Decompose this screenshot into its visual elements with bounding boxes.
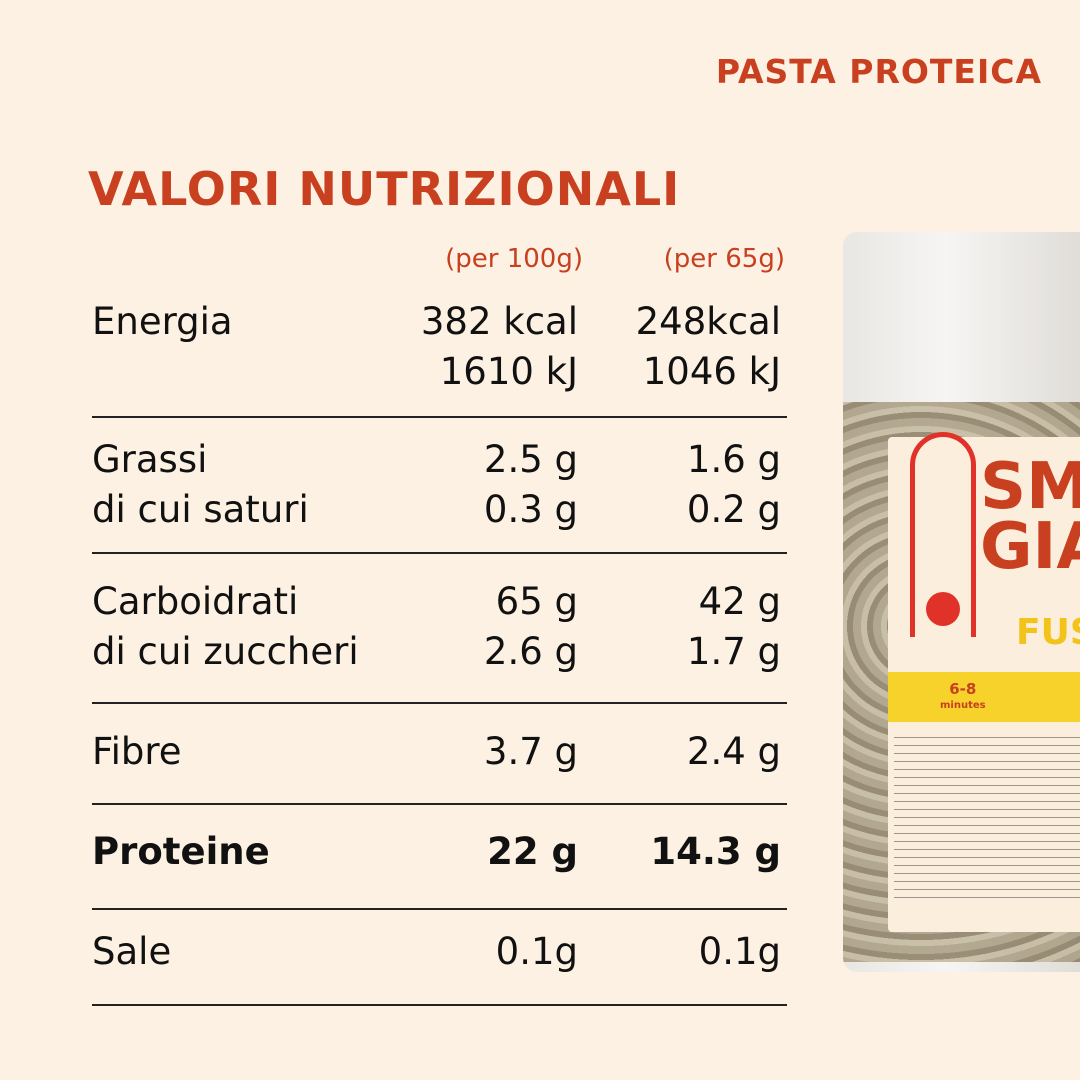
row-label: Proteine bbox=[92, 830, 270, 873]
value-per-100g: 65 g bbox=[495, 580, 578, 623]
cooking-time-value: 6-8 bbox=[949, 680, 977, 698]
value-per-100g: 382 kcal bbox=[420, 300, 578, 343]
page-title: VALORI NUTRIZIONALI bbox=[88, 162, 681, 216]
value-per-65g: 1.7 g bbox=[686, 630, 781, 673]
row-label: Carboidrati bbox=[92, 580, 299, 623]
product-package-image: SMGIA FUSILLI 6-8 minutes bbox=[843, 232, 1080, 972]
value-per-100g: 2.6 g bbox=[483, 630, 578, 673]
value-per-65g: 0.2 g bbox=[686, 488, 781, 531]
package-fine-print bbox=[894, 732, 1080, 902]
package-band bbox=[888, 672, 1080, 722]
package-label: SMGIA FUSILLI 6-8 minutes bbox=[888, 432, 1080, 932]
divider bbox=[92, 702, 787, 704]
value-per-100g: 1610 kJ bbox=[439, 350, 578, 393]
row-label: Sale bbox=[92, 930, 172, 973]
divider bbox=[92, 803, 787, 805]
column-header-per-100g: (per 100g) bbox=[445, 244, 583, 274]
divider bbox=[92, 416, 787, 418]
value-per-100g: 22 g bbox=[487, 830, 578, 873]
value-per-100g: 0.3 g bbox=[483, 488, 578, 531]
package-product-name: FUSILLI bbox=[1016, 612, 1080, 653]
column-header-per-65g: (per 65g) bbox=[663, 244, 785, 274]
row-label: Fibre bbox=[92, 730, 182, 773]
mascot-illustration bbox=[910, 432, 976, 637]
value-per-65g: 248kcal bbox=[635, 300, 781, 343]
value-per-65g: 42 g bbox=[698, 580, 781, 623]
value-per-100g: 2.5 g bbox=[483, 438, 578, 481]
value-per-65g: 1.6 g bbox=[686, 438, 781, 481]
row-sublabel: di cui zuccheri bbox=[92, 630, 359, 673]
mascot-head bbox=[926, 592, 960, 626]
divider bbox=[92, 1004, 787, 1006]
cooking-time-unit: minutes bbox=[940, 700, 986, 711]
value-per-65g: 2.4 g bbox=[686, 730, 781, 773]
divider bbox=[92, 908, 787, 910]
row-label: Energia bbox=[92, 300, 233, 343]
value-per-65g: 0.1g bbox=[698, 930, 781, 973]
package-logo: SMGIA bbox=[980, 450, 1080, 584]
value-per-100g: 0.1g bbox=[495, 930, 578, 973]
value-per-65g: 1046 kJ bbox=[642, 350, 781, 393]
row-label: Grassi bbox=[92, 438, 208, 481]
brand-label: PASTA PROTEICA bbox=[715, 52, 1042, 91]
value-per-65g: 14.3 g bbox=[650, 830, 781, 873]
cooking-time: 6-8 minutes bbox=[940, 682, 986, 713]
row-sublabel: di cui saturi bbox=[92, 488, 309, 531]
divider bbox=[92, 552, 787, 554]
value-per-100g: 3.7 g bbox=[483, 730, 578, 773]
